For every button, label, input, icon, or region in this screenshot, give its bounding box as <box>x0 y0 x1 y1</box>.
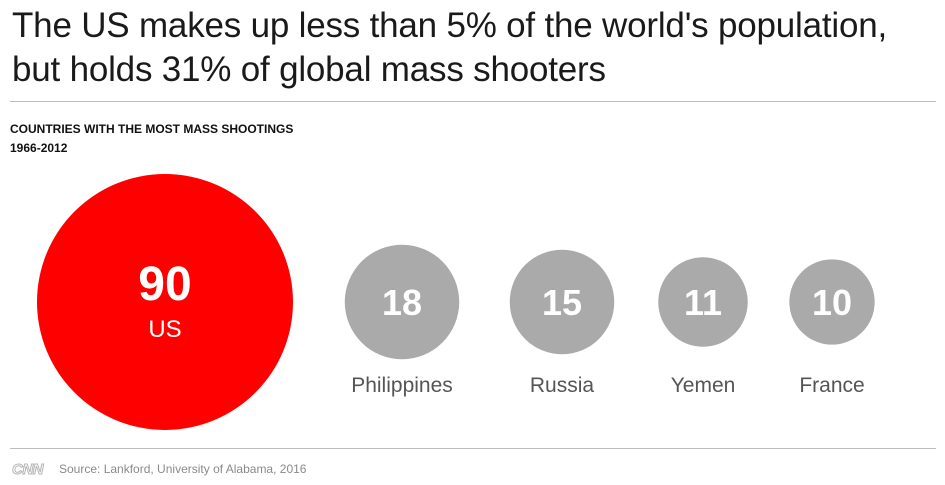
category-label-us: US <box>148 316 181 343</box>
value-label-us: 90 <box>138 258 191 311</box>
value-label-russia: 15 <box>542 282 582 323</box>
source-note: Source: Lankford, University of Alabama,… <box>59 462 307 476</box>
value-label-philippines: 18 <box>382 282 422 323</box>
value-label-france: 10 <box>812 282 852 323</box>
footer: CNN Source: Lankford, University of Alab… <box>12 458 307 480</box>
bottom-divider <box>10 448 936 449</box>
headline-line-2: but holds 31% of global mass shooters <box>12 50 606 89</box>
bubble-philippines <box>344 244 460 360</box>
cnn-logo: CNN <box>12 460 45 478</box>
top-divider <box>10 101 936 102</box>
bubble-france <box>789 259 875 345</box>
value-label-yemen: 11 <box>684 282 722 323</box>
category-label-france: France <box>799 374 864 397</box>
category-label-philippines: Philippines <box>351 374 453 397</box>
chart-title: COUNTRIES WITH THE MOST MASS SHOOTINGS <box>10 122 294 136</box>
bubble-russia <box>509 249 615 355</box>
headline-line-1: The US makes up less than 5% of the worl… <box>12 6 888 45</box>
bubble-yemen <box>658 257 748 347</box>
bubble-chart: 90 US 18 Philippines 15 Russia 11 Yemen 10 France <box>37 174 875 430</box>
category-label-yemen: Yemen <box>671 374 736 397</box>
chart-period: 1966-2012 <box>10 141 68 155</box>
headline: The US makes up less than 5% of the worl… <box>12 4 932 92</box>
chart-subhead: COUNTRIES WITH THE MOST MASS SHOOTINGS 1… <box>10 120 293 158</box>
bubble-us <box>37 174 293 430</box>
category-label-russia: Russia <box>530 374 595 397</box>
